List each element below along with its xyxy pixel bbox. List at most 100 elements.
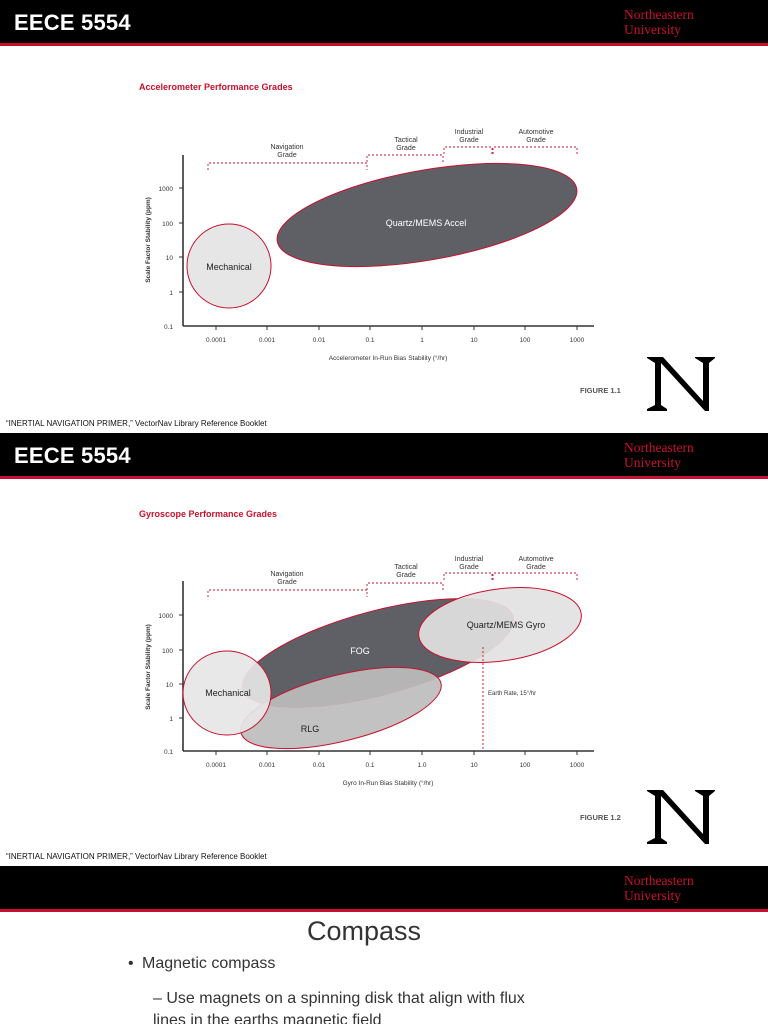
slide-accelerometer: EECE 5554 Northeastern University Accele… xyxy=(0,0,768,432)
grade-label-tactical-2: Grade xyxy=(396,145,416,152)
grade-bracket-automotive xyxy=(492,146,578,154)
region-label: Mechanical xyxy=(206,262,252,272)
course-title: EECE 5554 xyxy=(14,10,131,35)
course-title: EECE 5554 xyxy=(14,443,131,468)
x-tick-label: 100 xyxy=(520,337,531,344)
grade-label-industrial: Industrial xyxy=(455,556,484,563)
university-logo-text: Northeastern University xyxy=(624,7,694,37)
x-ticks xyxy=(215,751,578,755)
region-label: Quartz/MEMS Accel xyxy=(386,218,467,228)
citation: “INERTIAL NAVIGATION PRIMER,” VectorNav … xyxy=(6,852,267,861)
citation: “INERTIAL NAVIGATION PRIMER,” VectorNav … xyxy=(6,419,267,428)
grade-label-automotive: Automotive xyxy=(518,129,553,136)
figure-label: FIGURE 1.1 xyxy=(580,386,621,395)
grade-label-industrial-2: Grade xyxy=(459,137,479,144)
grade-label-industrial: Industrial xyxy=(455,129,484,136)
region-mechanical xyxy=(186,223,272,309)
y-tick-label: 1 xyxy=(169,290,173,297)
grade-brackets xyxy=(207,572,578,597)
x-tick-label: 1 xyxy=(420,337,424,344)
y-ticks xyxy=(179,614,183,719)
grade-bracket-navigation xyxy=(207,589,368,597)
grade-label-automotive-2: Grade xyxy=(526,137,546,144)
x-axis-label: Accelerometer In-Run Bias Stability (°/h… xyxy=(329,354,448,362)
region-quartz-mems-gyro xyxy=(418,587,582,663)
y-ticks xyxy=(179,187,183,293)
header-divider xyxy=(0,476,768,479)
bullet-dot-icon: • xyxy=(128,955,134,972)
y-tick-label: 10 xyxy=(166,255,174,262)
grade-label-automotive-2: Grade xyxy=(526,564,546,571)
grade-brackets xyxy=(207,146,578,170)
x-axis-label: Gyro In-Run Bias Stability (°/hr) xyxy=(343,779,434,787)
slide-header: EECE 5554 Northeastern University xyxy=(0,0,768,46)
earth-rate-label: Earth Rate, 15°/hr xyxy=(488,691,536,697)
grade-label-navigation: Navigation xyxy=(270,144,303,151)
x-tick-label: 0.001 xyxy=(259,337,276,344)
sub-bullet-text: – Use magnets on a spinning disk that al… xyxy=(153,990,525,1024)
x-tick-label: 0.01 xyxy=(313,337,326,344)
x-tick-label: 1000 xyxy=(570,337,585,344)
y-axis-label: Scale Factor Stability (ppm) xyxy=(145,624,152,710)
grade-bracket-industrial xyxy=(443,146,493,154)
grade-label-automotive: Automotive xyxy=(518,556,553,563)
grade-bracket-navigation xyxy=(207,162,368,170)
y-axis-label: Scale Factor Stability (ppm) xyxy=(145,197,152,283)
y-tick-label: 1000 xyxy=(159,613,174,620)
slide-gyroscope: EECE 5554 Northeastern University Gyrosc… xyxy=(0,433,768,865)
region-label: Mechanical xyxy=(205,688,251,698)
grade-bracket-tactical xyxy=(366,154,444,162)
slide-header: Northeastern University xyxy=(0,866,768,912)
figure-title: Accelerometer Performance Grades xyxy=(139,82,293,92)
grade-bracket-tactical xyxy=(366,582,444,590)
x-tick-label: 0.001 xyxy=(259,762,276,769)
slide-compass: Northeastern University Compass • Magneti… xyxy=(0,866,768,1024)
northeastern-n-logo-icon xyxy=(647,790,715,844)
grade-label-tactical: Tactical xyxy=(394,564,418,571)
y-tick-label: 0.1 xyxy=(164,749,173,756)
bullet-item: • Magnetic compass xyxy=(128,955,275,973)
grade-label-industrial-2: Grade xyxy=(459,564,479,571)
northeastern-n-logo-icon xyxy=(647,357,715,411)
x-tick-label: 1.0 xyxy=(417,762,426,769)
bullet-text: Magnetic compass xyxy=(142,955,276,972)
y-tick-label: 1000 xyxy=(159,186,174,193)
y-tick-label: 0.1 xyxy=(164,324,173,331)
x-tick-label: 10 xyxy=(470,762,478,769)
grade-bracket-automotive xyxy=(492,572,578,580)
gyro-chart: Navigation Grade Tactical Grade Industri… xyxy=(145,556,594,787)
x-tick-label: 0.1 xyxy=(365,337,374,344)
university-logo-text: Northeastern University xyxy=(624,873,694,903)
university-logo-text: Northeastern University xyxy=(624,440,694,470)
region-label: FOG xyxy=(350,646,370,656)
y-tick-label: 1 xyxy=(169,716,173,723)
region-label: Quartz/MEMS Gyro xyxy=(467,620,546,630)
x-tick-label: 100 xyxy=(520,762,531,769)
grade-label-tactical-2: Grade xyxy=(396,572,416,579)
grade-label-tactical: Tactical xyxy=(394,137,418,144)
header-divider xyxy=(0,43,768,46)
slide-header: EECE 5554 Northeastern University xyxy=(0,433,768,479)
region-label: RLG xyxy=(301,724,320,734)
x-tick-label: 0.1 xyxy=(365,762,374,769)
grade-label-navigation-2: Grade xyxy=(277,152,297,159)
x-tick-label: 0.01 xyxy=(313,762,326,769)
slide-title: Compass xyxy=(306,916,422,946)
y-tick-label: 100 xyxy=(162,221,173,228)
header-divider xyxy=(0,909,768,912)
region-quartz-mems-accel xyxy=(276,162,578,268)
grade-label-navigation: Navigation xyxy=(270,571,303,578)
x-tick-label: 10 xyxy=(470,337,478,344)
y-tick-label: 10 xyxy=(166,682,174,689)
figure-label: FIGURE 1.2 xyxy=(580,813,621,822)
x-tick-label: 0.0001 xyxy=(206,762,226,769)
accel-chart: Navigation Grade Tactical Grade Industri… xyxy=(145,129,594,362)
x-ticks xyxy=(215,326,578,330)
y-tick-label: 100 xyxy=(162,648,173,655)
region-mechanical xyxy=(182,650,272,736)
grade-label-navigation-2: Grade xyxy=(277,579,297,586)
grade-bracket-industrial xyxy=(443,572,493,580)
figure-title: Gyroscope Performance Grades xyxy=(139,509,278,519)
x-tick-label: 0.0001 xyxy=(206,337,226,344)
x-tick-label: 1000 xyxy=(570,762,585,769)
